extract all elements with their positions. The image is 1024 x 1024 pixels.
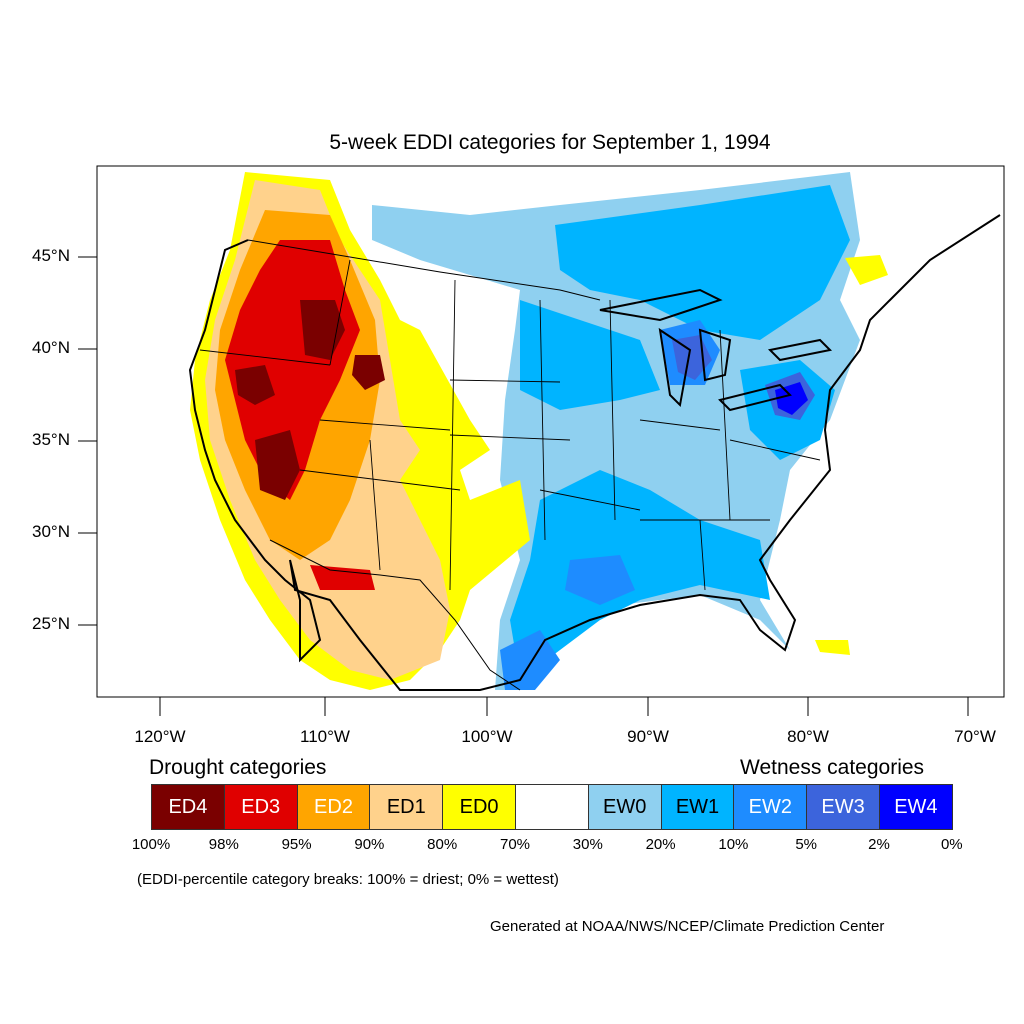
map-content xyxy=(188,172,1001,691)
legend-swatch: EW3 xyxy=(806,784,880,830)
coastline xyxy=(188,214,1001,691)
legend-break-label: 100% xyxy=(131,836,171,853)
legend-swatch: ED4 xyxy=(151,784,225,830)
drought-heading: Drought categories xyxy=(149,756,327,779)
legend-break-label: 98% xyxy=(208,836,239,853)
wet-region-ew1-north xyxy=(555,185,850,340)
lat-ticks xyxy=(78,256,97,626)
lon-label: 120°W xyxy=(134,727,186,746)
legend-swatch: ED1 xyxy=(369,784,444,830)
map-frame xyxy=(96,165,1005,698)
lon-label: 110°W xyxy=(300,727,350,746)
lat-label: 40°N xyxy=(32,338,70,357)
legend-swatch: EW1 xyxy=(660,784,735,830)
legend-swatch: EW0 xyxy=(587,784,662,830)
lon-label: 70°W xyxy=(954,727,996,746)
country-border-north xyxy=(247,239,601,301)
map-title: 5-week EDDI categories for September 1, … xyxy=(329,131,771,154)
lon-label: 100°W xyxy=(461,727,513,746)
legend-swatch: ED2 xyxy=(296,784,371,830)
legend-swatch: ED3 xyxy=(223,784,298,830)
lon-label: 80°W xyxy=(787,727,829,746)
drought-pocket-ed4-colorado xyxy=(352,355,385,390)
great-lakes xyxy=(599,288,833,412)
wet-pocket-ew2-texas xyxy=(500,630,560,690)
legend-break-label: 10% xyxy=(718,836,749,853)
lat-label: 35°N xyxy=(32,430,70,449)
drought-pocket-ed0-cuba xyxy=(815,640,850,655)
drought-pocket-ed0-maine xyxy=(845,255,888,285)
credit-line: Generated at NOAA/NWS/NCEP/Climate Predi… xyxy=(490,918,885,935)
wetness-heading: Wetness categories xyxy=(740,756,925,779)
lon-ticks xyxy=(159,697,969,716)
drought-pocket-ed3-newmexico xyxy=(310,565,375,590)
wet-pocket-ew4-east xyxy=(775,382,808,415)
drought-pocket-ed4-california xyxy=(235,365,275,405)
legend-break-label: 70% xyxy=(499,836,531,853)
state-borders xyxy=(199,259,821,591)
drought-pocket-ed4-nevada xyxy=(255,430,300,500)
legend-break-label: 90% xyxy=(354,836,385,853)
legend-break-label: 20% xyxy=(645,836,676,853)
country-border-south xyxy=(269,539,521,691)
legend-swatch: EW2 xyxy=(733,784,808,830)
wet-pocket-ew2-gulf xyxy=(565,555,635,605)
lat-label: 30°N xyxy=(32,522,70,541)
lat-label: 25°N xyxy=(32,614,70,633)
lon-label: 90°W xyxy=(627,727,669,746)
legend-swatch xyxy=(515,784,589,830)
legend-break-label: 30% xyxy=(572,836,603,853)
wet-region-ew1-central xyxy=(520,300,660,410)
category-note: (EDDI-percentile category breaks: 100% =… xyxy=(137,871,559,888)
lat-label: 45°N xyxy=(32,246,70,265)
legend-break-label: 2% xyxy=(868,836,890,853)
legend-break-label: 0% xyxy=(940,836,963,853)
legend-swatch: EW4 xyxy=(879,784,953,830)
legend-break-label: 80% xyxy=(427,836,458,853)
legend-swatch: ED0 xyxy=(442,784,516,830)
legend-break-label: 95% xyxy=(281,836,312,853)
legend-break-label: 5% xyxy=(795,836,818,853)
